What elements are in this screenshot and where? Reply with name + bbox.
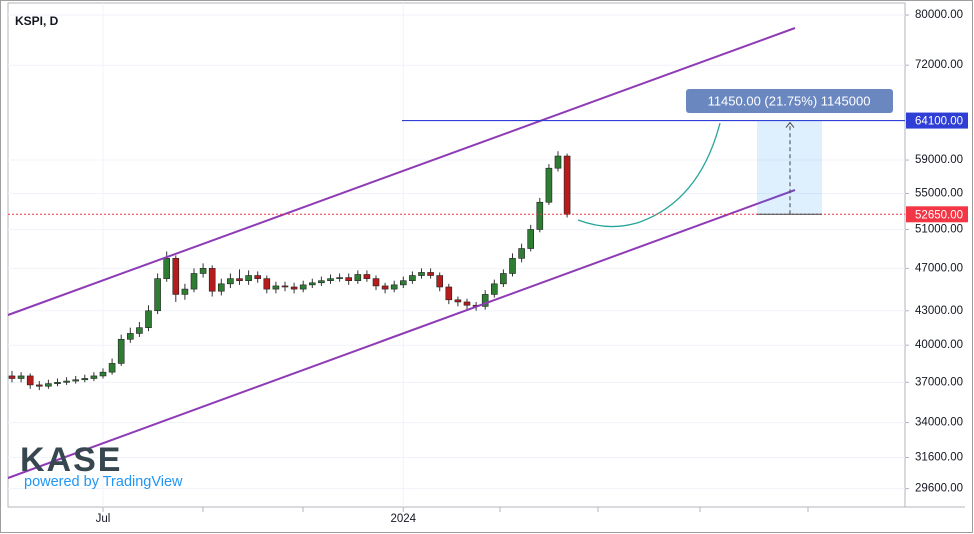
price-badge <box>906 112 968 129</box>
candle-body <box>418 272 425 276</box>
candle-body <box>272 285 280 290</box>
candle-body <box>427 272 434 276</box>
logo: KASE <box>20 441 122 479</box>
candle-body <box>254 275 261 279</box>
candle-body <box>445 286 453 301</box>
y-tick-label: 40000.00 <box>915 339 963 351</box>
candle-body <box>308 282 316 286</box>
candle-body <box>527 229 535 249</box>
candle-body <box>63 380 70 383</box>
candle-body <box>299 284 307 290</box>
candle-body <box>145 310 152 328</box>
price-badge-label: 52650.00 <box>915 209 963 221</box>
candle-body <box>545 167 553 203</box>
candle-body <box>163 258 170 279</box>
y-tick-label: 51000.00 <box>915 224 963 236</box>
y-tick-label: 29600.00 <box>915 483 963 495</box>
candle-body <box>454 299 462 303</box>
candle-body <box>554 155 562 169</box>
candle-body <box>436 275 444 288</box>
range-label-box <box>686 89 893 113</box>
candle-body <box>390 284 398 290</box>
candle-body <box>172 258 180 295</box>
candle-body <box>190 273 198 290</box>
candle-body <box>108 363 116 373</box>
candle-body <box>463 301 471 306</box>
x-tick-marks <box>202 507 809 512</box>
candle-body <box>99 371 107 377</box>
candle-body <box>363 274 371 279</box>
price-badge <box>906 206 968 223</box>
candle-body <box>245 275 252 281</box>
y-tick-label: 47000.00 <box>915 262 963 274</box>
candle-body <box>372 278 380 287</box>
candle-body <box>117 338 125 364</box>
logo-subtitle: powered by TradingView <box>24 474 183 490</box>
candle-body <box>536 201 544 230</box>
price-badge-label: 64100.00 <box>915 116 963 128</box>
y-tick-label: 43000.00 <box>915 305 963 317</box>
candle-body <box>318 280 325 284</box>
candle-body <box>345 277 353 281</box>
drawings <box>7 27 796 479</box>
candle-body <box>290 286 298 290</box>
y-tick-label: 59000.00 <box>915 154 963 166</box>
candle-body <box>563 155 571 215</box>
candle-body <box>381 285 389 290</box>
channel-upper <box>7 27 796 316</box>
chart-title: KSPI, D <box>15 14 59 28</box>
candle-body <box>17 375 25 379</box>
candle-body <box>481 294 489 307</box>
candle-body <box>236 278 243 281</box>
candle-body <box>45 383 52 387</box>
projection-curve <box>577 122 721 228</box>
candle-body <box>281 285 289 288</box>
candle-body <box>154 278 161 312</box>
candles <box>8 151 571 391</box>
candle-body <box>26 375 34 386</box>
channel-lower <box>7 189 796 479</box>
y-tick-label: 37000.00 <box>915 376 963 388</box>
range-arrow-head <box>785 121 795 128</box>
candle-body <box>35 384 43 387</box>
candle-body <box>263 278 271 290</box>
candle-body <box>127 333 134 340</box>
x-tick-label: 2024 <box>391 513 417 525</box>
candle-body <box>518 248 525 259</box>
candle-body <box>354 274 362 281</box>
candle-body <box>81 378 89 381</box>
candle-body <box>409 275 416 281</box>
overlay: 64100.00 52650.00 11450.00 (21.75%) 114500… <box>8 89 968 223</box>
candle-body <box>72 379 79 382</box>
candle-body <box>399 280 407 286</box>
candle-body <box>54 382 61 384</box>
candle-body <box>327 278 334 281</box>
y-tick-label: 72000.00 <box>915 59 963 71</box>
grid: 80000.00 72000.00 59000.00 55000.00 51000.00… <box>8 3 963 525</box>
candle-body <box>509 258 516 274</box>
candle-body <box>490 283 498 295</box>
candle-body <box>336 277 343 279</box>
candle-body <box>136 327 143 334</box>
y-tick-label: 80000.00 <box>915 9 963 21</box>
candle-body <box>181 288 189 295</box>
candle-body <box>227 278 234 285</box>
y-tick-label: 34000.00 <box>915 417 963 429</box>
candle-body <box>199 268 207 274</box>
y-tick-label: 31600.00 <box>915 452 963 464</box>
candle-body <box>8 375 16 379</box>
candle-body <box>208 268 216 292</box>
candle-body <box>500 273 507 285</box>
y-tick-label: 55000.00 <box>915 188 963 200</box>
candle-body <box>218 283 225 292</box>
range-label: 11450.00 (21.75%) 1145000 <box>708 93 871 108</box>
candle-body <box>90 375 98 379</box>
x-tick-label: Jul <box>96 513 111 525</box>
